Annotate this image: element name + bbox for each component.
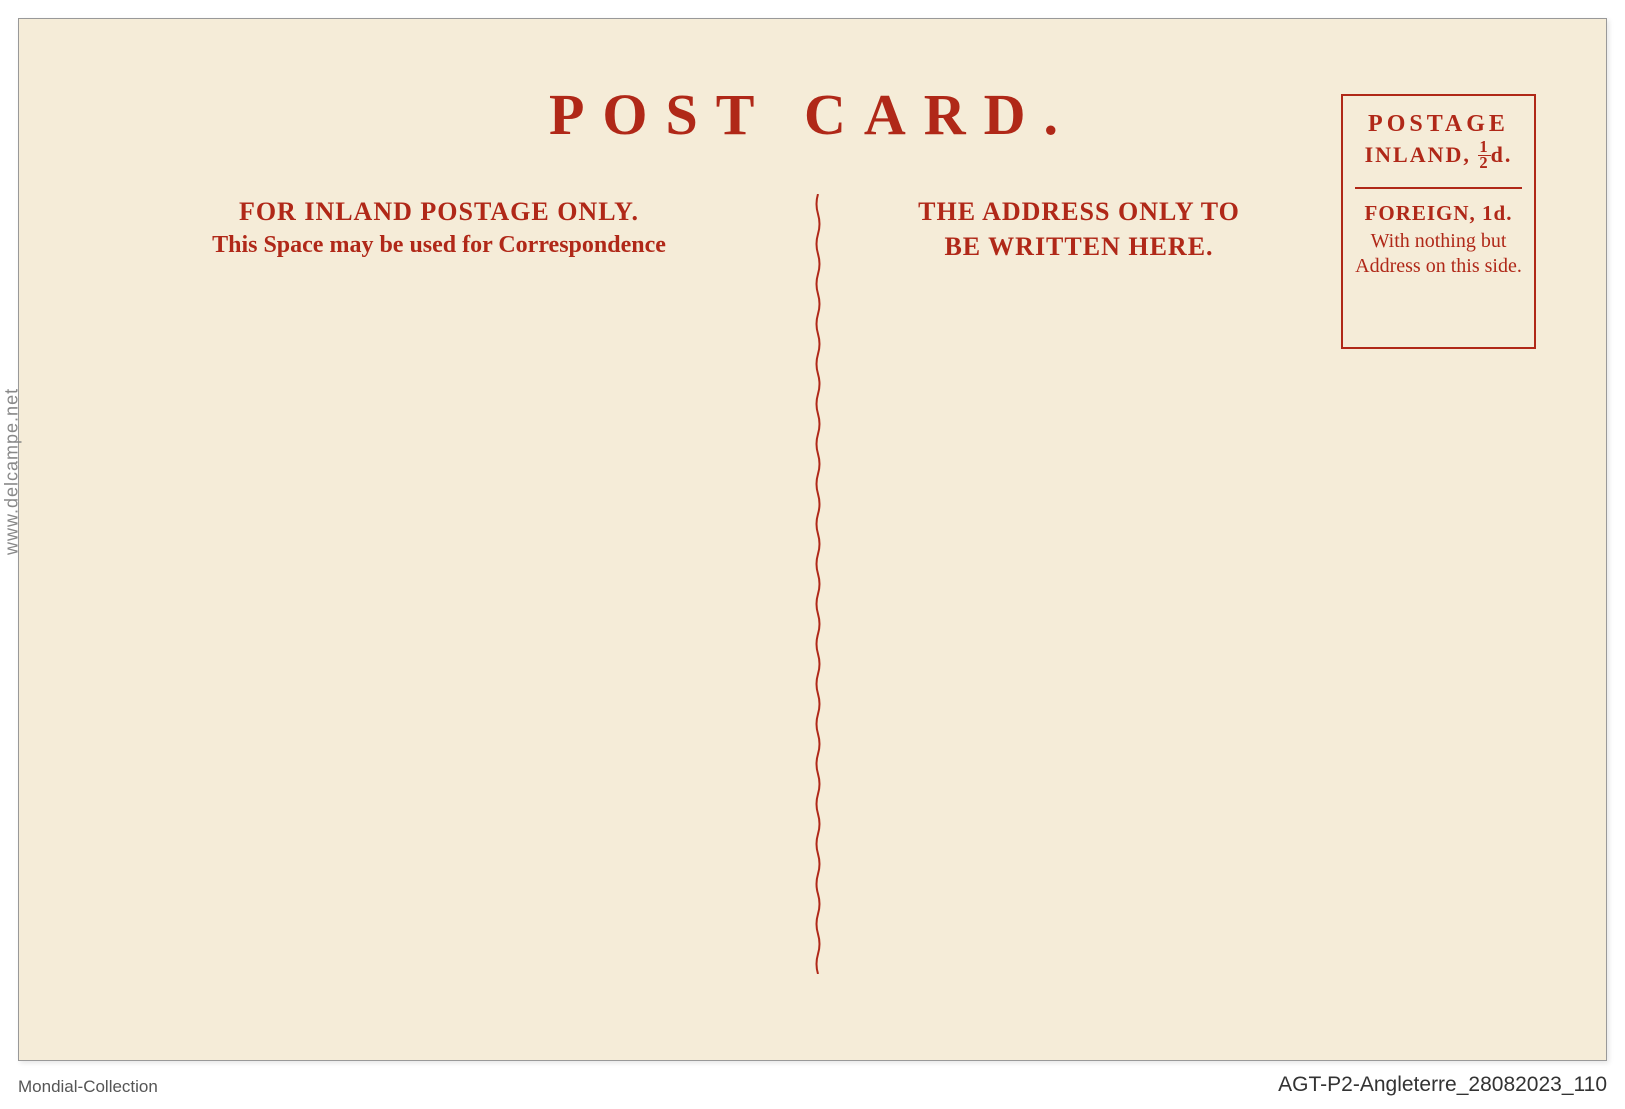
delcampe-watermark: www.delcampe.net — [2, 387, 23, 554]
inland-only-label: FOR INLAND POSTAGE ONLY. — [149, 194, 729, 229]
postcard: POST CARD. FOR INLAND POSTAGE ONLY. This… — [18, 18, 1607, 1061]
postage-stamp-box: POSTAGE INLAND, 12d. FOREIGN, 1d. With n… — [1341, 94, 1536, 349]
stamp-foreign-rate: FOREIGN, 1d. — [1351, 195, 1526, 227]
correspondence-instructions: FOR INLAND POSTAGE ONLY. This Space may … — [149, 194, 729, 261]
address-line2: BE WRITTEN HERE. — [834, 229, 1324, 264]
stamp-inland-suffix: d. — [1491, 142, 1513, 167]
stamp-title: POSTAGE — [1351, 108, 1526, 140]
footer-reference-code: AGT-P2-Angleterre_28082023_110 — [1278, 1073, 1607, 1097]
address-line1: THE ADDRESS ONLY TO — [834, 194, 1324, 229]
vertical-divider — [815, 194, 821, 974]
stamp-inland-rate: INLAND, 12d. — [1351, 140, 1526, 180]
stamp-inland-label: INLAND, — [1365, 142, 1479, 167]
address-instructions: THE ADDRESS ONLY TO BE WRITTEN HERE. — [834, 194, 1324, 264]
stamp-note: With nothing but Address on this side. — [1351, 227, 1526, 279]
stamp-divider — [1355, 187, 1522, 189]
stamp-inland-fraction: 12 — [1478, 140, 1490, 171]
footer-collection-label: Mondial-Collection — [18, 1077, 158, 1097]
correspondence-space-label: This Space may be used for Correspondenc… — [149, 229, 729, 261]
